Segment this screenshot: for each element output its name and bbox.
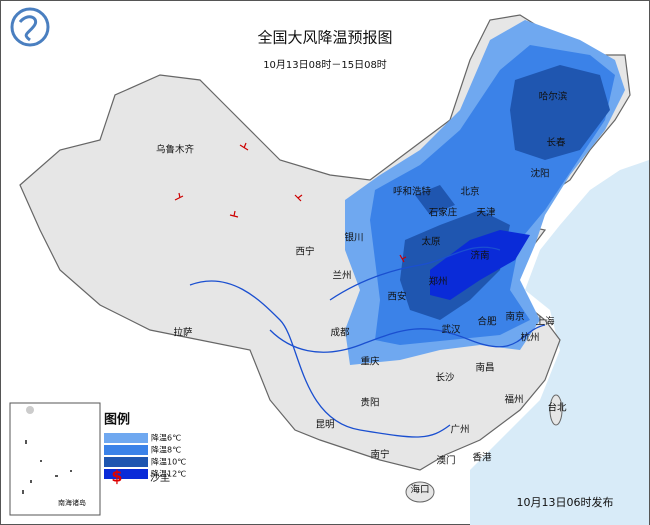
legend-label: 降温12℃ bbox=[151, 469, 186, 479]
city-label: 南京 bbox=[505, 311, 524, 323]
city-label: 南宁 bbox=[370, 449, 389, 461]
city-label: 重庆 bbox=[360, 356, 380, 368]
city-label: 合肥 bbox=[477, 316, 497, 328]
city-label: 乌鲁木齐 bbox=[156, 144, 195, 156]
dust-symbol: $ bbox=[111, 467, 122, 486]
city-label: 上海 bbox=[535, 316, 555, 328]
city-label: 武汉 bbox=[441, 324, 461, 336]
legend-swatch bbox=[104, 469, 148, 479]
footer: 10月13日06时发布 bbox=[517, 495, 614, 509]
city-label: 海口 bbox=[410, 484, 429, 496]
legend-swatch bbox=[104, 433, 148, 443]
legend-label: 降温10℃ bbox=[151, 457, 186, 467]
city-label: 沈阳 bbox=[530, 168, 549, 180]
city-label: 昆明 bbox=[315, 420, 334, 431]
inset-box bbox=[9, 402, 101, 516]
city-label: 福州 bbox=[504, 394, 523, 406]
legend-swatch bbox=[104, 457, 148, 467]
legend-swatch bbox=[104, 445, 148, 455]
logo-mark bbox=[18, 15, 37, 42]
city-label: 香港 bbox=[472, 452, 492, 464]
cooling-12 bbox=[430, 230, 530, 300]
city-label: 呼和浩特 bbox=[393, 186, 432, 198]
city-label: 台北 bbox=[547, 402, 567, 414]
city-label: 澳门 bbox=[436, 455, 455, 467]
subtitle: 10月13日08时－15日08时 bbox=[263, 59, 387, 71]
city-label: 兰州 bbox=[332, 270, 351, 282]
city-label: 长春 bbox=[546, 137, 566, 149]
city-label: 济南 bbox=[470, 250, 489, 262]
hainan bbox=[405, 481, 435, 503]
city-label: 郑州 bbox=[428, 276, 447, 288]
city-label: 拉萨 bbox=[173, 327, 193, 339]
city-label: 广州 bbox=[450, 424, 469, 436]
city-label: 哈尔滨 bbox=[539, 91, 568, 103]
city-label: 石家庄 bbox=[429, 207, 458, 219]
city-label: 贵阳 bbox=[360, 397, 379, 409]
city-label: 北京 bbox=[460, 186, 479, 198]
city-label: 南昌 bbox=[475, 362, 494, 374]
wind-barbs bbox=[174, 142, 407, 263]
title: 全国大风降温预报图 bbox=[257, 29, 392, 47]
inset-label: 南海诸岛 bbox=[58, 498, 86, 507]
taiwan bbox=[549, 394, 563, 426]
city-label: 西安 bbox=[387, 291, 406, 303]
city-label: 长沙 bbox=[435, 372, 455, 384]
city-label: 成都 bbox=[330, 327, 350, 339]
city-label: 天津 bbox=[476, 208, 496, 219]
river bbox=[189, 246, 546, 438]
city-label: 银川 bbox=[344, 232, 363, 244]
logo bbox=[10, 7, 50, 47]
legend-label: 降温8℃ bbox=[151, 445, 181, 455]
legend-dust: 沙尘 bbox=[150, 472, 170, 484]
city-label: 太原 bbox=[421, 236, 440, 248]
inset-islands bbox=[22, 406, 72, 494]
city-label: 杭州 bbox=[520, 332, 539, 344]
legend-title: 图例 bbox=[104, 412, 130, 428]
city-label: 西宁 bbox=[295, 246, 314, 258]
legend-label: 降温6℃ bbox=[151, 433, 181, 443]
